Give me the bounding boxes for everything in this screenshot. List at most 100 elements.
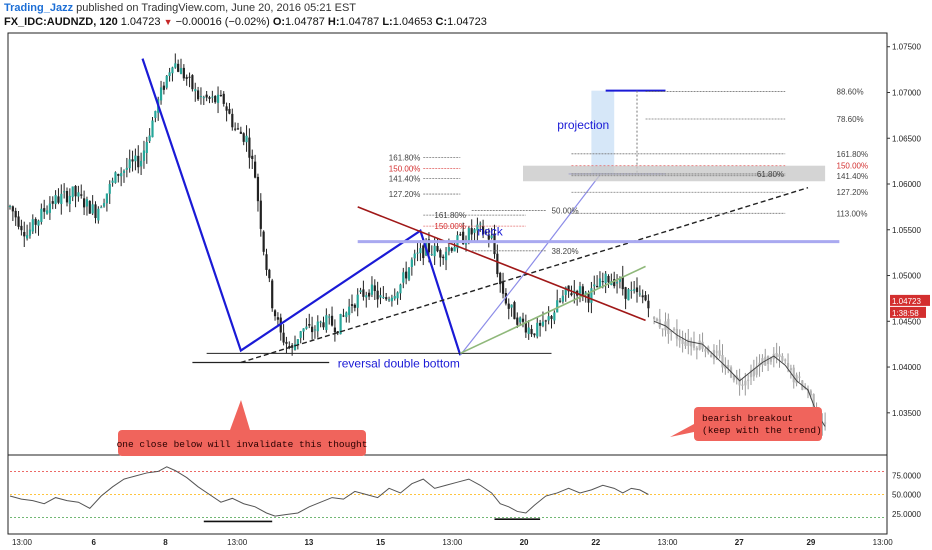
candle-body: [581, 286, 584, 297]
candle-body: [487, 235, 490, 240]
countdown-label: 1:38:58: [892, 309, 919, 318]
candle-body: [553, 312, 556, 321]
candle-body: [382, 296, 385, 298]
rsi-frame: [7, 454, 888, 535]
candle-body: [635, 287, 639, 293]
candle-body: [291, 345, 294, 348]
candle-body: [444, 251, 448, 261]
candle-body: [727, 365, 730, 368]
symbol-label: FX_IDC:AUDNZD, 120: [4, 16, 118, 28]
candle-body: [715, 351, 718, 353]
candle-body: [533, 333, 536, 336]
author-link[interactable]: Trading_Jazz: [4, 2, 74, 14]
candle-body: [159, 87, 163, 101]
candle-body: [171, 67, 174, 74]
candle-body: [231, 113, 234, 128]
close-value: 1.04723: [447, 16, 487, 28]
time-tick-label: 6: [91, 538, 96, 547]
candle-body: [26, 235, 29, 239]
candle-body: [561, 295, 564, 302]
candle-body: [584, 292, 587, 295]
fib-label: 127.20%: [837, 188, 869, 197]
resistance-trendline: [357, 206, 646, 322]
candle-body: [499, 272, 502, 285]
candle-body: [482, 226, 485, 235]
open-value: 1.04787: [285, 16, 325, 28]
neck-label: neck: [477, 225, 503, 239]
candle-body: [701, 341, 704, 349]
candle-body: [678, 337, 681, 341]
candle-body: [473, 229, 476, 233]
fib-levels: 88.60%78.60%161.80%150.00%141.40%61.80%1…: [389, 88, 868, 256]
candle-body: [145, 141, 148, 153]
candle-body: [311, 326, 314, 333]
candle-body: [385, 297, 388, 300]
rsi-line: [9, 466, 649, 517]
time-tick-label: 13:00: [657, 538, 678, 547]
candle-body: [809, 390, 812, 396]
price-change: −0.00016 (−0.02%): [175, 16, 270, 28]
candle-body: [299, 331, 302, 338]
projection-label: projection: [557, 118, 609, 132]
candle-body: [672, 328, 676, 330]
pattern-leg: [522, 174, 601, 276]
fib-label: 161.80%: [434, 211, 466, 220]
candle-body: [74, 186, 77, 197]
candle-body: [596, 285, 599, 288]
last-price-tag-label: 1.04723: [892, 297, 921, 306]
fib-label: 161.80%: [837, 150, 869, 159]
candle-body: [467, 228, 470, 243]
chart-canvas[interactable]: neck projection reversal double bottom one …: [0, 32, 932, 550]
price-tick-label: 1.07000: [892, 88, 921, 97]
candle-body: [102, 203, 106, 207]
candle-body: [97, 208, 100, 221]
candle-body: [433, 245, 436, 257]
candle-body: [251, 155, 254, 159]
candle-body: [305, 326, 308, 329]
price-tick-label: 1.06000: [892, 180, 921, 189]
candle-body: [276, 317, 279, 320]
candle-body: [601, 281, 604, 283]
candle-body: [393, 295, 396, 299]
candle-body: [792, 367, 795, 383]
candle-body: [396, 292, 399, 299]
publish-line: Trading_Jazz published on TradingView.co…: [4, 2, 356, 14]
rsi-tick-label: 25.0000: [892, 510, 921, 519]
candle-body: [501, 281, 505, 294]
candle-body: [821, 423, 824, 426]
candle-body: [273, 310, 277, 317]
time-tick-label: 27: [735, 538, 744, 547]
candle-body: [191, 75, 194, 90]
candle-body: [322, 322, 325, 328]
candle-body: [710, 354, 713, 357]
candle-body: [407, 267, 411, 280]
candle-body: [205, 94, 208, 98]
candle-body: [202, 97, 205, 99]
candle-body: [91, 204, 94, 214]
candle-body: [330, 315, 334, 326]
candle-body: [824, 422, 827, 424]
time-tick-label: 13: [304, 538, 313, 547]
candle-body: [379, 295, 382, 298]
candle-body: [741, 384, 744, 386]
candle-body: [795, 374, 798, 384]
candle-body: [71, 186, 74, 198]
candle-body: [111, 180, 114, 183]
candle-body: [775, 353, 778, 358]
candles: [8, 53, 650, 356]
candle-body: [308, 324, 311, 326]
candle-body: [687, 339, 690, 346]
candle-body: [239, 131, 242, 134]
candle-body: [333, 327, 336, 333]
last-price-tag: [890, 294, 930, 306]
candle-body: [578, 286, 582, 294]
down-arrow-icon: ▼: [163, 17, 173, 27]
candle-body: [34, 218, 37, 225]
candle-body: [134, 155, 137, 162]
candle-body: [248, 137, 251, 158]
candle-body: [621, 276, 624, 290]
time-tick-label: 13:00: [12, 538, 33, 547]
candle-body: [77, 192, 80, 197]
candle-body: [752, 368, 755, 377]
candle-body: [769, 357, 773, 362]
